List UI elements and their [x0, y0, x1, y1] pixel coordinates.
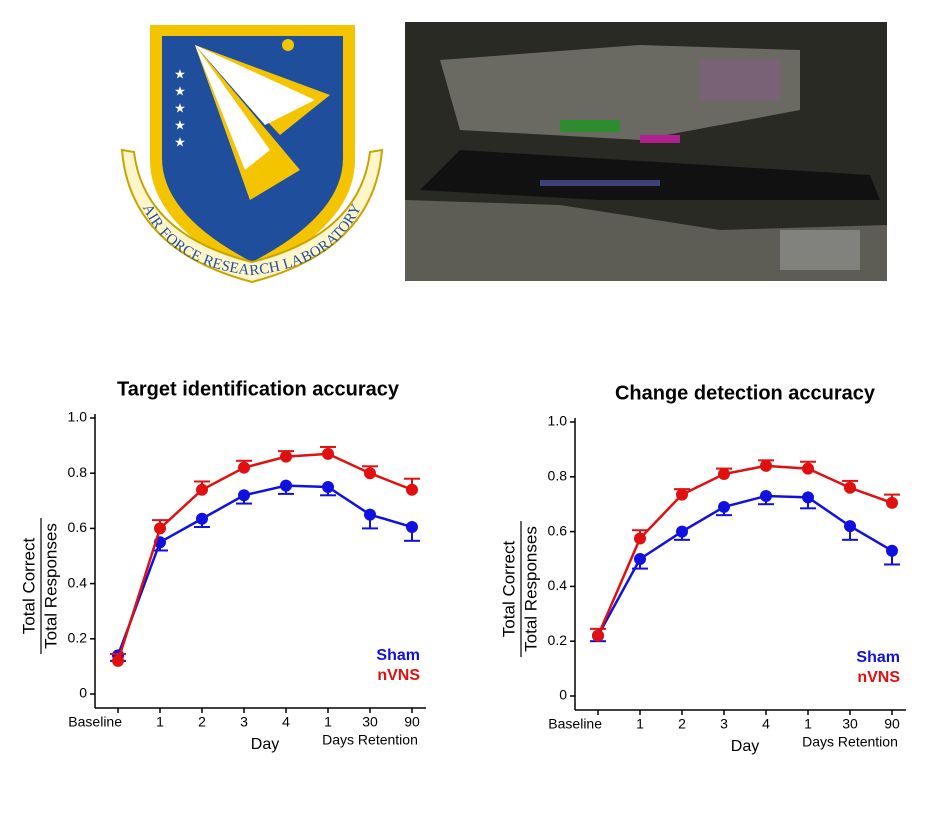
image-detail	[540, 180, 660, 186]
series-line	[116, 484, 413, 656]
y-tick-label: 0.4	[68, 574, 88, 590]
x-tick-label: 30	[362, 714, 378, 730]
chart: Target identification accuracy 0 0.2 0.4 0.6…	[19, 378, 426, 753]
y-tick-label: 0	[79, 685, 87, 701]
chart-title: Target identification accuracy	[117, 378, 400, 400]
legend-entry: Sham	[376, 647, 420, 664]
image-detail	[780, 230, 860, 270]
image-detail	[640, 135, 680, 143]
chart-title: Change detection accuracy	[615, 382, 876, 404]
y-axis-label-top: Total Correct	[19, 538, 38, 635]
x-tick-label: 3	[720, 716, 728, 732]
wing	[195, 45, 315, 125]
data-point	[844, 520, 856, 533]
x-tick-label: 4	[762, 716, 770, 732]
data-point	[634, 532, 646, 545]
y-tick-label: 1.0	[68, 409, 88, 425]
x-axis-label: Day	[731, 738, 759, 755]
data-point	[718, 500, 730, 513]
data-point	[802, 462, 814, 475]
y-tick-label: 0.6	[548, 522, 568, 538]
x-tick-label: 1	[156, 714, 164, 730]
data-point	[886, 496, 898, 509]
data-point	[718, 468, 730, 481]
data-point	[322, 447, 334, 460]
y-axis-label-bottom: Total Responses	[521, 526, 540, 652]
svg-text:★: ★	[174, 66, 186, 81]
data-point	[844, 481, 856, 494]
svg-text:★: ★	[174, 117, 186, 132]
data-point	[196, 483, 208, 496]
series-line	[116, 452, 413, 662]
data-point	[238, 461, 250, 474]
data-point	[634, 553, 646, 565]
star-burst	[282, 39, 294, 51]
chart: Change detection accuracy 0 0.2 0.4 0.6 0.8 1.…	[499, 382, 906, 755]
data-point	[676, 488, 688, 501]
y-axis-label-top: Total Correct	[499, 541, 518, 638]
svg-text:★: ★	[174, 100, 186, 115]
image-detail	[560, 120, 620, 132]
y-tick-label: 0.8	[68, 464, 88, 480]
x-tick-label: 1	[636, 716, 644, 732]
logo: ★★ ★★ ★ AIR FORCE RESEARCH LABORATORY	[120, 25, 384, 284]
y-tick-label: 0	[559, 687, 567, 703]
data-point	[154, 522, 166, 535]
data-point	[760, 459, 772, 472]
x-tick-label: 1	[324, 714, 332, 730]
satellite-image	[405, 22, 887, 281]
y-tick-label: 0.8	[548, 468, 568, 484]
x-axis-label-retention: Days Retention	[802, 734, 898, 750]
svg-text:★: ★	[174, 134, 186, 149]
data-point	[364, 467, 376, 480]
x-tick-label: 2	[678, 716, 686, 732]
y-tick-label: 0.2	[548, 632, 568, 648]
data-point	[802, 491, 814, 504]
data-point	[280, 479, 292, 492]
series-line	[596, 494, 893, 637]
x-tick-label: 1	[804, 716, 812, 732]
data-point	[406, 483, 418, 496]
legend-entry: nVNS	[857, 669, 900, 686]
x-axis-label: Day	[251, 736, 279, 753]
x-tick-label: 90	[884, 716, 900, 732]
y-tick-label: 0.4	[548, 577, 568, 593]
data-point	[196, 512, 208, 525]
data-point	[760, 489, 772, 502]
x-tick-label: 4	[282, 714, 290, 730]
data-point	[322, 481, 334, 493]
x-tick-label: Baseline	[68, 714, 122, 730]
data-point	[238, 489, 250, 502]
y-tick-label: 1.0	[548, 413, 568, 429]
y-tick-label: 0.6	[68, 519, 88, 535]
x-axis-label-retention: Days Retention	[322, 732, 418, 748]
x-tick-label: 30	[842, 716, 858, 732]
legend-entry: nVNS	[377, 667, 420, 684]
x-tick-label: 90	[404, 714, 420, 730]
x-tick-label: 2	[198, 714, 206, 730]
data-point	[112, 654, 124, 667]
data-point	[364, 508, 376, 521]
x-tick-label: Baseline	[548, 716, 602, 732]
x-tick-label: 3	[240, 714, 248, 730]
wing	[195, 45, 270, 170]
data-point	[886, 544, 898, 557]
data-point	[676, 525, 688, 538]
data-point	[592, 629, 604, 642]
y-axis-label-bottom: Total Responses	[41, 523, 60, 649]
data-point	[280, 450, 292, 463]
stars: ★ ★ ★ ★ ★	[174, 66, 186, 149]
y-tick-label: 0.2	[68, 630, 88, 646]
image-water	[420, 150, 880, 200]
legend-entry: Sham	[856, 649, 900, 666]
image-region	[405, 200, 887, 281]
data-point	[406, 521, 418, 534]
image-detail	[700, 60, 780, 100]
svg-text:★: ★	[174, 83, 186, 98]
banner	[120, 148, 384, 284]
